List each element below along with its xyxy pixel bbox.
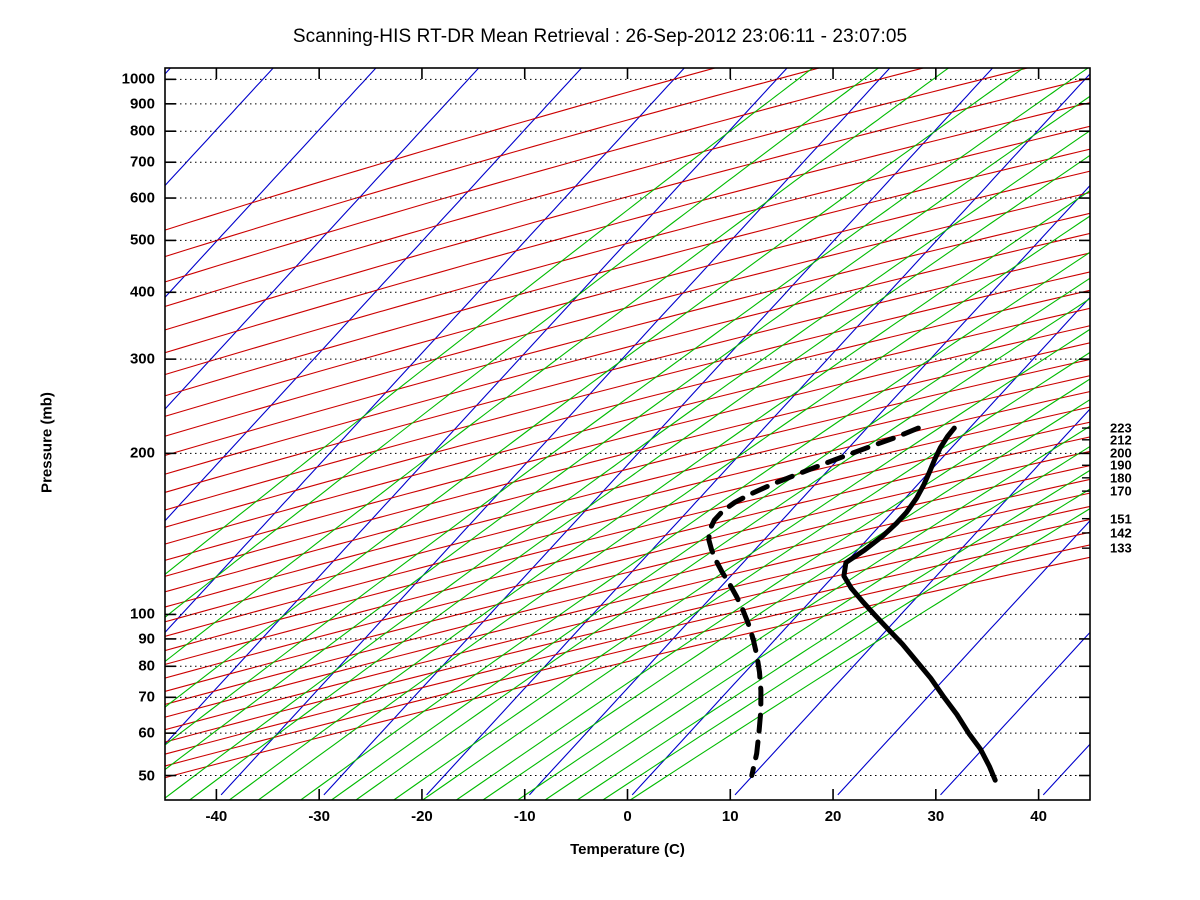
x-axis-label: Temperature (C): [570, 841, 685, 858]
y-tick-label: 800: [129, 122, 155, 140]
axis-ticks: [165, 68, 1090, 800]
y-tick-label: 300: [129, 350, 155, 368]
y-tick-label: 80: [138, 657, 155, 675]
background-line-network: [165, 68, 1090, 800]
right-tick-label: 142: [1110, 525, 1132, 541]
y-tick-label: 600: [129, 189, 155, 207]
right-tick-label: 170: [1110, 483, 1132, 499]
y-tick-label: 700: [129, 153, 155, 171]
right-tick-label: 151: [1110, 511, 1132, 527]
x-tick-label: -10: [513, 808, 536, 825]
x-tick-label: 30: [927, 808, 945, 825]
y-tick-label: 400: [129, 283, 155, 301]
y-tick-label: 900: [129, 95, 155, 113]
y-tick-label: 70: [138, 688, 155, 706]
y-tick-label: 60: [138, 724, 155, 742]
y-tick-label: 100: [129, 605, 155, 623]
x-tick-label: 10: [721, 808, 739, 825]
x-tick-label: 40: [1030, 808, 1047, 825]
right-tick-label: 180: [1110, 470, 1132, 486]
y-tick-label: 90: [138, 630, 155, 648]
right-tick-label: 200: [1110, 445, 1132, 461]
x-tick-label: -20: [411, 808, 433, 825]
right-tick-label: 223: [1110, 420, 1132, 436]
y-tick-label: 500: [129, 231, 155, 249]
right-tick-label: 133: [1110, 540, 1132, 556]
y-tick-label: 200: [129, 444, 155, 462]
right-tick-label: 190: [1110, 457, 1132, 473]
chart-title: Scanning-HIS RT-DR Mean Retrieval : 26-S…: [292, 26, 908, 47]
sounding-curves: [706, 425, 998, 783]
y-tick-label: 1000: [121, 70, 155, 88]
x-tick-label: -40: [205, 808, 228, 825]
x-tick-label: 0: [623, 808, 632, 825]
y-tick-label: 50: [138, 767, 155, 784]
right-tick-label: 212: [1110, 432, 1132, 448]
x-tick-label: -30: [308, 808, 330, 825]
x-tick-label: 20: [824, 808, 842, 825]
plot-frame: [164, 67, 1091, 801]
